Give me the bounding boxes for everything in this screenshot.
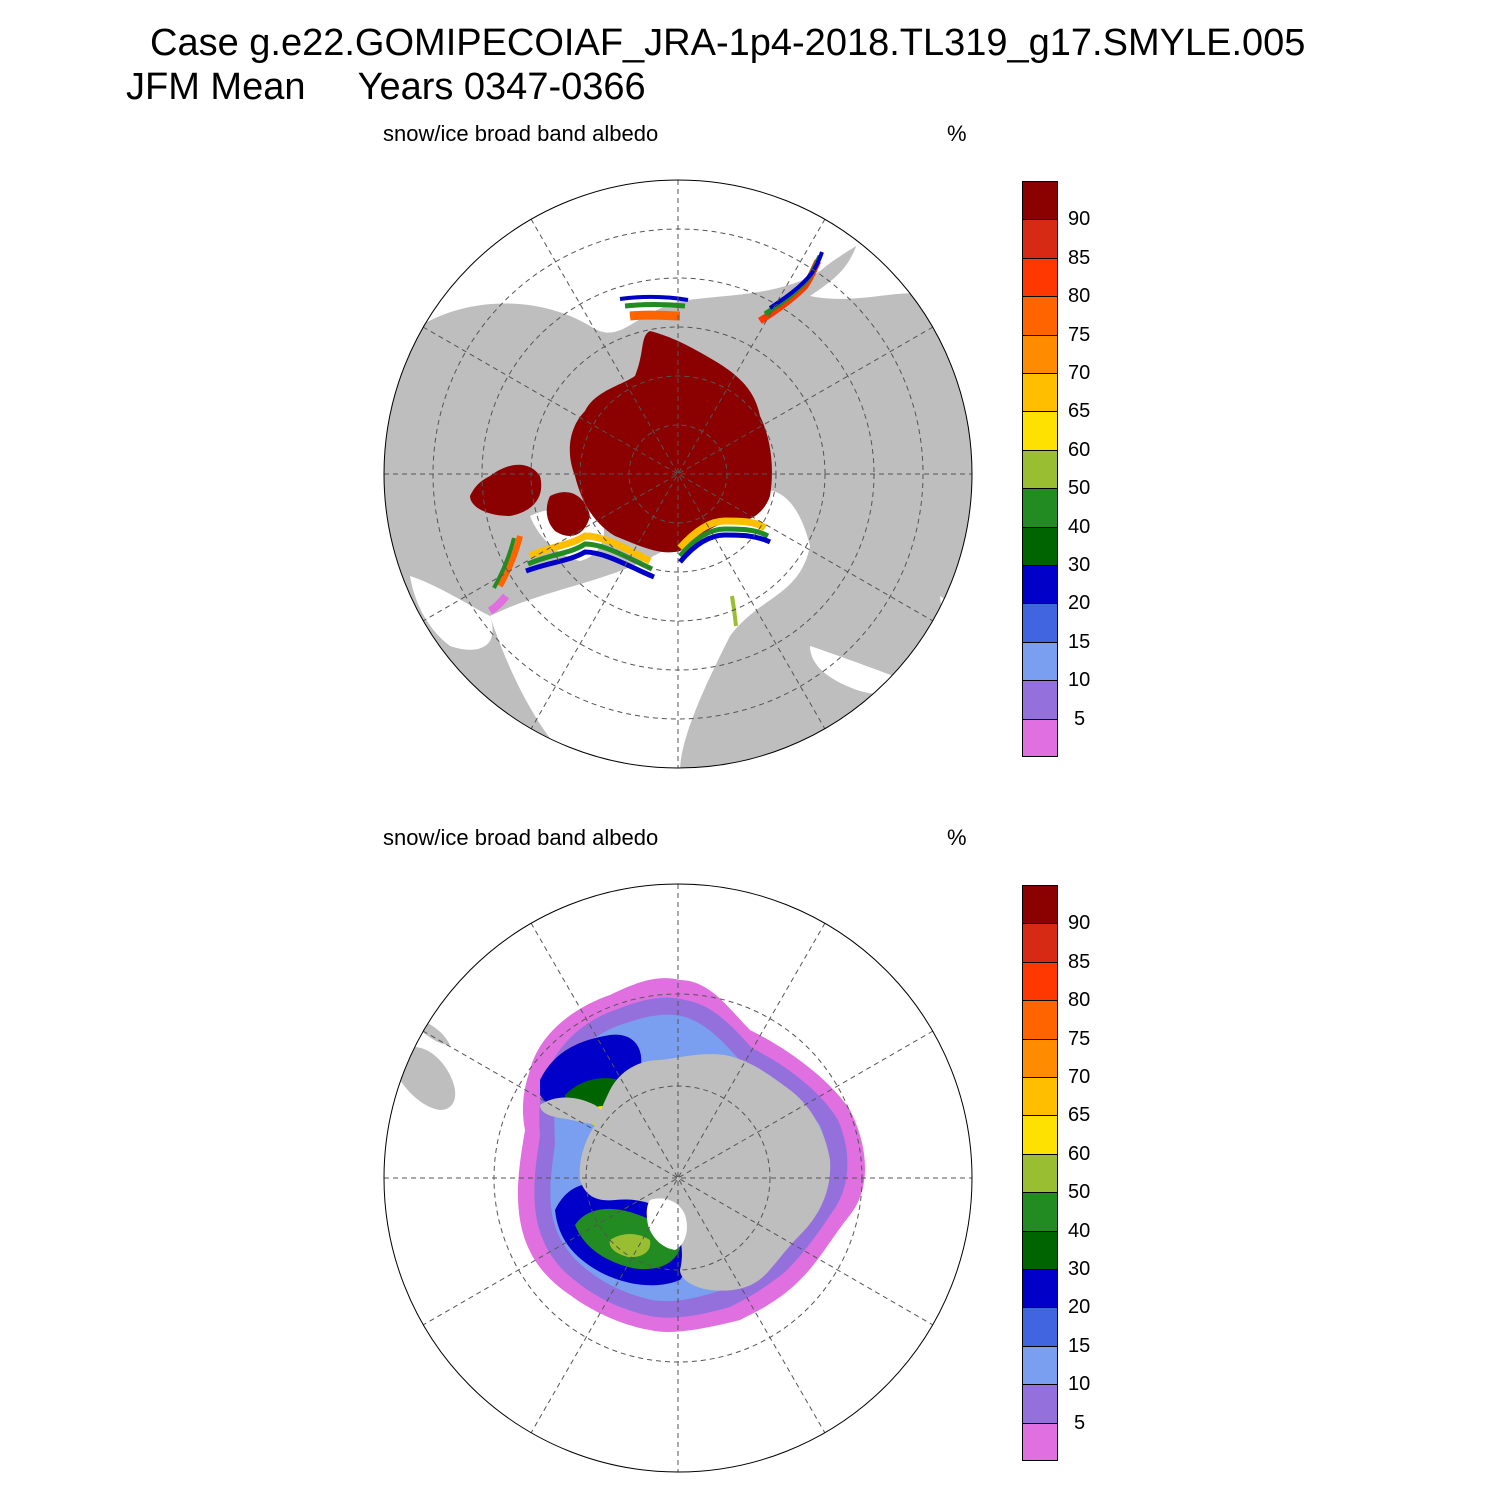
figure-title-case: Case g.e22.GOMIPECOIAF_JRA-1p4-2018.TL31… [150, 22, 1306, 64]
ice-edge-barents-3 [678, 532, 772, 564]
colorbar-swatch [1023, 641, 1057, 681]
figure-title-period: JFM Mean Years 0347-0366 [126, 66, 646, 108]
land-south-america-2 [420, 1020, 450, 1045]
colorbar-swatch [1023, 1077, 1057, 1116]
ocean-north-atlantic-west [410, 576, 493, 650]
ice-edge-barents [677, 517, 768, 551]
colorbar-swatch [1023, 1153, 1057, 1193]
ocean-atlantic [490, 489, 810, 768]
ice-edge-bering-2 [624, 302, 686, 309]
panel-south-units: % [947, 825, 967, 850]
colorbar-label: 70 [1068, 362, 1091, 384]
map-border-south [383, 883, 973, 1473]
colorbar-label: 20 [1068, 592, 1091, 615]
colorbar-swatch [1023, 334, 1057, 373]
ice-edge-okhotsk-3 [768, 251, 824, 310]
baffin-ice-2 [546, 492, 590, 536]
graticule [384, 180, 972, 768]
colorbar-label: 75 [1068, 323, 1091, 346]
colorbar-label: 65 [1068, 400, 1091, 423]
colorbar-swatch [1023, 257, 1057, 297]
colorbar-swatch [1023, 1230, 1057, 1269]
ice-edge-baltic [730, 595, 738, 627]
colorbar-label: 90 [1068, 912, 1091, 935]
colorbar-swatch [1023, 1269, 1057, 1308]
colorbar-swatch [1023, 1422, 1057, 1461]
south-polar-map [383, 883, 973, 1473]
colorbar-swatch [1023, 181, 1057, 220]
north-polar-map [383, 179, 973, 769]
colorbar-swatch [1023, 1038, 1057, 1077]
colorbar-swatch [1023, 961, 1057, 1001]
colorbar-swatch [1023, 1115, 1057, 1154]
baffin-ice [470, 464, 542, 516]
colorbar-swatch [1023, 718, 1057, 757]
land-antarctica [579, 1054, 831, 1291]
ice-edge-barents-2 [678, 526, 770, 558]
panel-north-units: % [947, 121, 967, 146]
colorbar-label: 80 [1068, 989, 1091, 1012]
colorbar-label: 30 [1068, 1258, 1091, 1280]
colorbar-label: 10 [1068, 1373, 1091, 1396]
colorbar-swatch [1023, 219, 1057, 258]
colorbar-label: 90 [1068, 208, 1091, 231]
colorbar-label: 65 [1068, 1104, 1091, 1127]
ice-edge-bering-3 [619, 294, 689, 302]
colorbar-swatch [1023, 1345, 1057, 1385]
colorbar-swatch [1023, 488, 1057, 527]
colorbar-label: 20 [1068, 1296, 1091, 1319]
ice-edge-greenland-2 [526, 541, 654, 572]
colorbar-swatch [1023, 1307, 1057, 1346]
colorbar-label: 5 [1074, 1411, 1086, 1434]
colorbar-swatch [1023, 1192, 1057, 1231]
colorbar-label: 50 [1068, 1181, 1091, 1204]
colorbar-label: 60 [1068, 1142, 1091, 1165]
colorbar-swatch [1023, 680, 1057, 719]
colorbar-label: 75 [1068, 1027, 1091, 1050]
ice-shelf-ross [646, 1198, 687, 1250]
colorbar-label: 80 [1068, 285, 1091, 308]
colorbar-label: 50 [1068, 477, 1091, 500]
colorbar-label: 30 [1068, 554, 1091, 576]
colorbar-label: 60 [1068, 438, 1091, 461]
colorbar-label: 10 [1068, 669, 1091, 692]
colorbar-swatch [1023, 1000, 1057, 1039]
ice-edge-labrador-2 [492, 537, 516, 589]
ice-edge-labrador-3 [487, 593, 510, 615]
panel-north-title: snow/ice broad band albedo [383, 121, 659, 146]
colorbar-swatch [1023, 526, 1057, 565]
land-antarctic-peninsula [540, 1097, 607, 1125]
colorbar-swatch [1023, 603, 1057, 642]
colorbar-label: 70 [1068, 1066, 1091, 1088]
panel-south-title: snow/ice broad band albedo [383, 825, 659, 850]
colorbar-swatch [1023, 411, 1057, 450]
colorbar-swatch [1023, 885, 1057, 924]
colorbar-label: 5 [1074, 707, 1086, 730]
ice-edge-labrador [497, 535, 523, 588]
colorbar-swatch [1023, 449, 1057, 489]
colorbar-label: 15 [1068, 1334, 1091, 1357]
colorbar-swatch [1023, 1384, 1057, 1423]
ocean-pacific [420, 180, 900, 333]
ice-edge-greenland-3 [525, 549, 655, 580]
colorbar-swatch [1023, 296, 1057, 335]
colorbar-swatch [1023, 923, 1057, 962]
graticule-south [384, 884, 972, 1472]
ocean-black-caspian [940, 596, 972, 696]
colorbar-label: 85 [1068, 950, 1091, 973]
map-border [383, 179, 973, 769]
colorbar-label: 85 [1068, 246, 1091, 269]
ice-edge-bering [629, 310, 681, 321]
land-south-america [400, 1046, 456, 1110]
colorbar-label: 40 [1068, 515, 1091, 538]
sea-ice-ross-olive [609, 1234, 651, 1258]
colorbar-swatch [1023, 373, 1057, 412]
colorbar-label: 15 [1068, 630, 1091, 653]
colorbar-swatch [1023, 565, 1057, 604]
colorbar-label: 40 [1068, 1219, 1091, 1242]
